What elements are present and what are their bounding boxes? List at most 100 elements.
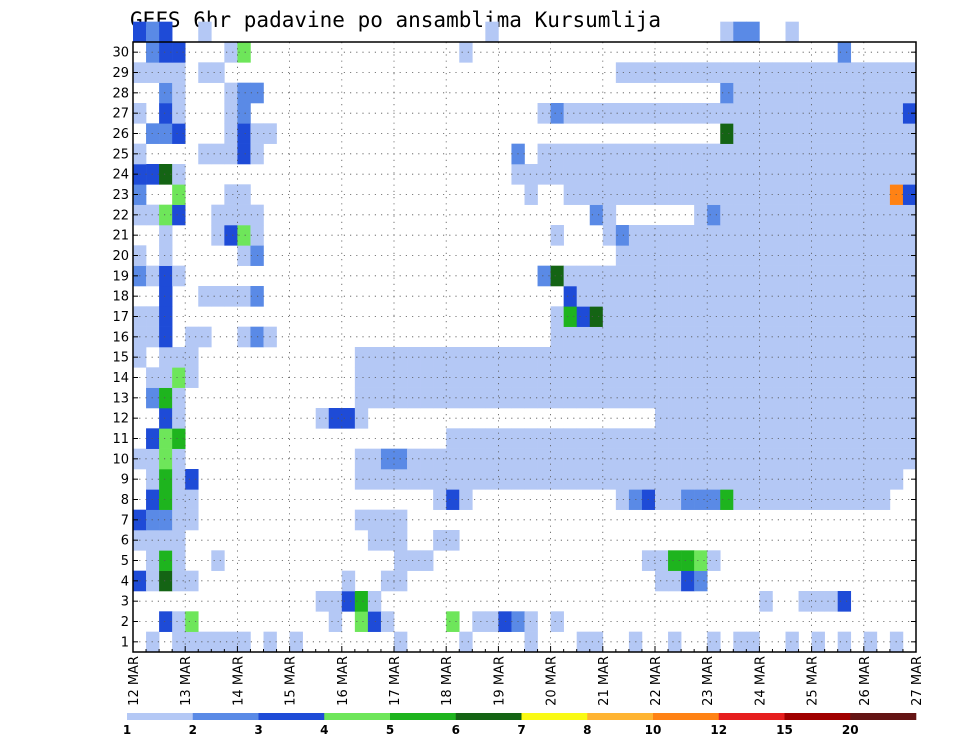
cell-member-13-step-17 (354, 367, 369, 388)
cell-member-21-step-3 (172, 204, 186, 226)
cell-member-5-step-24 (446, 530, 460, 551)
cell-member-21-step-59 (902, 204, 917, 226)
cell-member-0-step-6 (211, 631, 225, 653)
cell-member-27-step-59 (902, 82, 917, 104)
cell-member-15-step-56 (863, 326, 878, 348)
cell-member-17-step-34 (576, 286, 591, 307)
cell-member-12-step-33 (563, 387, 577, 409)
cell-member-26-step-59 (902, 103, 917, 124)
cell-member-29-step-54 (837, 42, 852, 63)
cell-member-26-step-2 (159, 103, 173, 124)
cell-member-17-step-6 (211, 286, 225, 307)
cell-member-30-step-45 (720, 21, 734, 43)
cell-member-12-step-40 (655, 387, 669, 409)
cell-member-22-step-35 (589, 184, 604, 205)
cell-member-25-step-7 (224, 123, 238, 144)
cell-member-14-step-35 (589, 347, 604, 368)
cell-member-28-step-2 (159, 62, 173, 83)
cell-member-13-step-54 (837, 367, 852, 388)
cell-member-12-step-26 (472, 387, 486, 409)
cell-member-11-step-41 (668, 408, 682, 429)
cell-member-8-step-32 (550, 469, 564, 490)
cell-member-9-step-49 (772, 448, 786, 470)
cell-member-20-step-46 (733, 225, 747, 246)
cell-member-13-step-53 (824, 367, 838, 388)
cell-member-12-step-30 (524, 387, 538, 409)
cell-member-13-step-36 (602, 367, 617, 388)
cell-member-9-step-17 (354, 448, 369, 470)
cell-member-8-step-50 (785, 469, 799, 490)
cell-member-11-step-54 (837, 408, 852, 429)
legend-swatch (324, 713, 391, 720)
cell-member-22-step-42 (681, 184, 695, 205)
cell-member-24-step-41 (668, 143, 682, 165)
cell-member-10-step-37 (615, 428, 630, 449)
cell-member-12-step-24 (446, 387, 460, 409)
cell-member-8-step-44 (707, 469, 721, 490)
cell-member-23-step-30 (524, 164, 538, 185)
cell-member-25-step-51 (798, 123, 812, 144)
cell-member-7-step-24 (446, 489, 460, 510)
cell-member-15-step-34 (576, 326, 591, 348)
cell-member-25-step-50 (785, 123, 799, 144)
cell-member-23-step-50 (785, 164, 799, 185)
cell-member-28-step-46 (733, 62, 747, 83)
gridlines (133, 42, 916, 652)
cell-member-6-step-2 (159, 509, 173, 531)
cell-member-24-step-40 (655, 143, 669, 165)
cell-member-19-step-2 (159, 245, 173, 266)
cell-member-21-step-44 (707, 204, 721, 226)
cell-member-11-step-16 (341, 408, 356, 429)
cell-member-12-step-3 (172, 387, 186, 409)
cell-member-10-step-24 (446, 428, 460, 449)
cell-member-13-step-52 (811, 367, 825, 388)
cell-member-11-step-45 (720, 408, 734, 429)
cell-member-9-step-42 (681, 448, 695, 470)
cell-member-10-step-3 (172, 428, 186, 449)
cell-member-11-step-50 (785, 408, 799, 429)
cell-member-12-step-52 (811, 387, 825, 409)
cell-member-8-step-37 (615, 469, 630, 490)
cell-member-24-step-55 (850, 143, 865, 165)
cell-member-20-step-45 (720, 225, 734, 246)
cell-member-28-step-43 (694, 62, 708, 83)
cell-member-30-step-1 (146, 21, 160, 43)
cell-member-23-step-43 (694, 164, 708, 185)
cell-member-17-step-49 (772, 286, 786, 307)
cell-member-7-step-49 (772, 489, 786, 510)
cell-member-19-step-59 (902, 245, 917, 266)
cell-member-17-step-8 (237, 286, 251, 307)
cell-member-17-step-44 (707, 286, 721, 307)
cell-member-8-step-53 (824, 469, 838, 490)
cell-member-30-step-0 (133, 21, 147, 43)
cell-member-14-step-44 (707, 347, 721, 368)
cell-member-15-step-44 (707, 326, 721, 348)
cell-member-22-step-40 (655, 184, 669, 205)
cell-member-15-step-42 (681, 326, 695, 348)
y-tick-label: 9 (121, 473, 129, 488)
cell-member-21-step-36 (602, 204, 617, 226)
cell-member-17-step-40 (655, 286, 669, 307)
cell-member-13-step-22 (420, 367, 434, 388)
cell-member-2-step-15 (328, 591, 343, 612)
cell-member-19-step-55 (850, 245, 865, 266)
cell-member-18-step-40 (655, 265, 669, 287)
cell-member-7-step-55 (850, 489, 865, 510)
cell-member-23-step-35 (589, 164, 604, 185)
cell-member-1-step-15 (328, 611, 343, 632)
cell-member-22-step-51 (798, 184, 812, 205)
cell-member-9-step-31 (537, 448, 551, 470)
cell-member-8-step-46 (733, 469, 747, 490)
cell-member-9-step-27 (485, 448, 499, 470)
y-tick-label: 5 (121, 554, 129, 569)
cell-member-7-step-37 (615, 489, 630, 510)
cell-member-10-step-31 (537, 428, 551, 449)
cell-member-9-step-21 (407, 448, 421, 470)
cell-member-18-step-43 (694, 265, 708, 287)
cell-member-13-step-2 (159, 367, 173, 388)
cell-member-18-step-59 (902, 265, 917, 287)
cell-member-28-step-51 (798, 62, 812, 83)
cell-member-0-step-12 (289, 631, 303, 653)
cell-member-25-step-2 (159, 123, 173, 144)
cell-member-22-step-54 (837, 184, 852, 205)
